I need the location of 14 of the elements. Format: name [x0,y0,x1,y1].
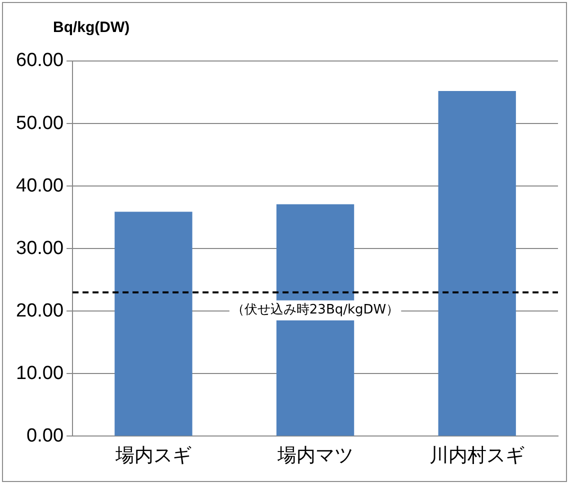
x-tick-label: 場内スギ [114,444,192,467]
y-tick-label: 40.00 [16,175,64,196]
x-tick-label: 場内マツ [276,444,354,467]
y-tick-label: 60.00 [16,50,64,72]
y-tick-label: 20.00 [16,300,64,322]
bar [438,91,516,436]
y-tick-label: 10.00 [16,362,64,384]
y-tick-label: 0.00 [26,425,64,446]
bar [114,212,192,436]
ref-line-label: （伏せ込み時23Bq/kgDW） [231,302,400,318]
y-tick-label: 50.00 [16,112,64,134]
y-axis-title: Bq/kg(DW) [53,19,130,36]
y-tick-label: 30.00 [16,238,64,259]
x-tick-label: 川内村スギ [430,444,525,467]
